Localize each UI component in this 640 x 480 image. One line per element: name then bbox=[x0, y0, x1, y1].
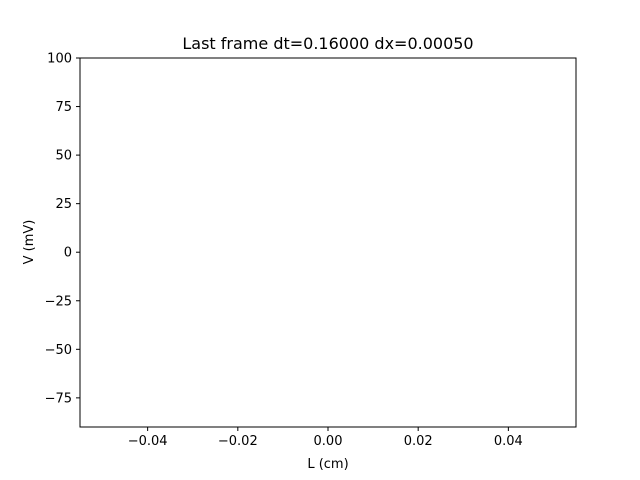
y-tick-label: 75 bbox=[55, 100, 72, 115]
chart-title: Last frame dt=0.16000 dx=0.00050 bbox=[182, 34, 473, 53]
y-tick-label: 50 bbox=[55, 149, 72, 164]
x-axis-label: L (cm) bbox=[307, 457, 348, 472]
y-tick-label: −50 bbox=[45, 343, 72, 358]
x-tick-label: 0.02 bbox=[404, 434, 433, 449]
plot-area bbox=[79, 57, 577, 428]
x-tick-label: 0.00 bbox=[314, 434, 343, 449]
x-tick-label: −0.02 bbox=[218, 434, 258, 449]
x-tick-label: −0.04 bbox=[128, 434, 168, 449]
y-tick-label: −25 bbox=[45, 294, 72, 309]
y-axis-ticks: 100 75 50 25 0 −25 −50 −75 bbox=[45, 52, 80, 406]
x-axis-ticks: −0.04 −0.02 0.00 0.02 0.04 bbox=[128, 427, 523, 449]
y-tick-label: 0 bbox=[64, 246, 72, 261]
y-tick-label: 25 bbox=[55, 197, 72, 212]
y-tick-label: 100 bbox=[47, 52, 72, 67]
x-tick-label: 0.04 bbox=[494, 434, 523, 449]
y-tick-label: −75 bbox=[45, 391, 72, 406]
y-axis-label: V (mV) bbox=[22, 220, 37, 265]
